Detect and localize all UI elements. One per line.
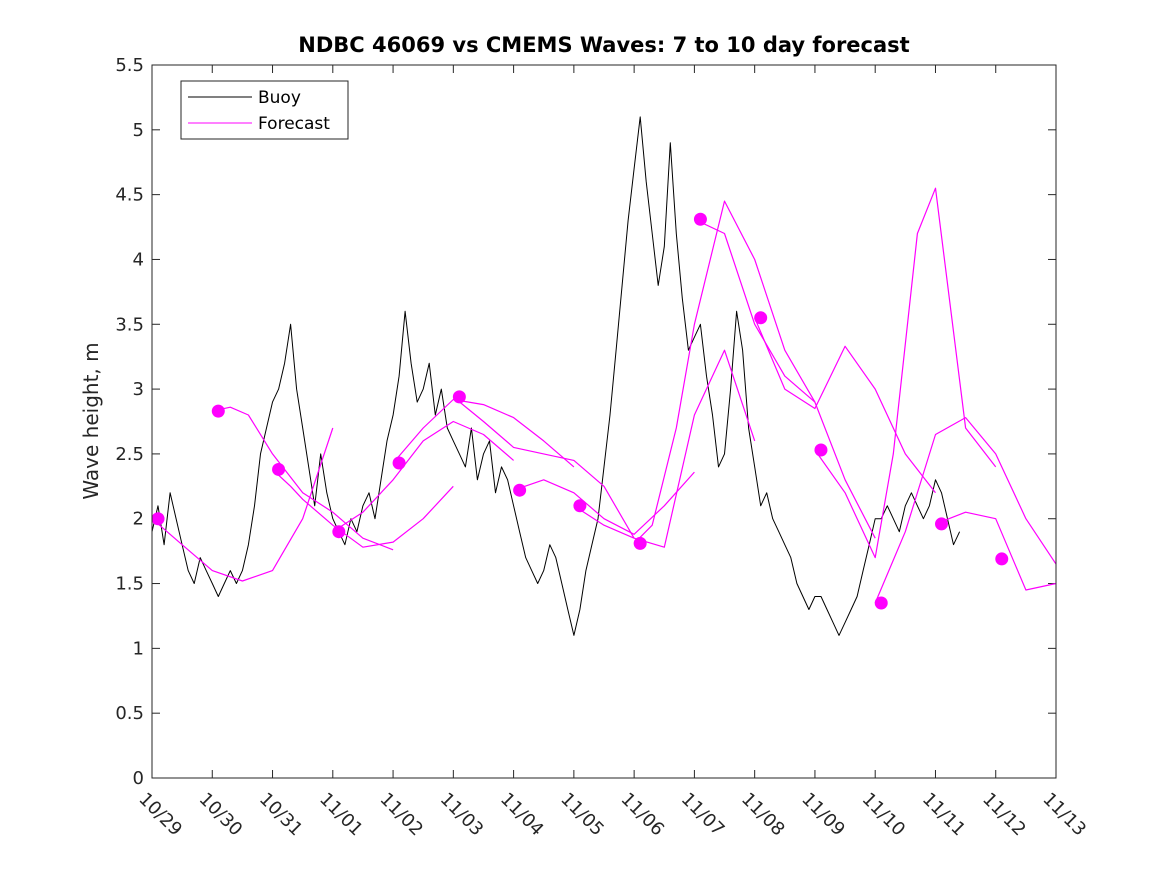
forecast-line bbox=[452, 396, 635, 539]
forecast-marker bbox=[392, 456, 406, 470]
legend: Buoy Forecast bbox=[180, 80, 349, 140]
forecast-line bbox=[694, 218, 876, 539]
forecast-markers bbox=[151, 212, 1009, 610]
forecast-line bbox=[814, 187, 997, 559]
forecast-marker bbox=[934, 517, 948, 531]
forecast-marker bbox=[272, 462, 286, 476]
y-tick-label: 4.5 bbox=[115, 185, 144, 206]
forecast-line bbox=[573, 349, 756, 548]
forecast-line bbox=[874, 417, 1057, 604]
forecast-line bbox=[633, 200, 816, 544]
forecast-marker bbox=[211, 404, 225, 418]
forecast-marker bbox=[151, 512, 165, 526]
y-tick-label: 0 bbox=[133, 768, 144, 789]
legend-forecast-label: Forecast bbox=[258, 114, 330, 134]
forecast-series bbox=[151, 187, 1057, 604]
forecast-marker bbox=[573, 499, 587, 513]
forecast-marker bbox=[452, 390, 466, 404]
y-tick-label: 4 bbox=[133, 249, 144, 270]
forecast-marker bbox=[332, 525, 346, 539]
forecast-marker bbox=[874, 596, 888, 610]
forecast-line bbox=[272, 469, 454, 548]
forecast-line bbox=[935, 511, 1057, 591]
y-tick-label: 2 bbox=[133, 509, 144, 530]
chart-title: NDBC 46069 vs CMEMS Waves: 7 to 10 day f… bbox=[298, 33, 909, 57]
forecast-marker bbox=[693, 212, 707, 226]
forecast-line bbox=[212, 406, 394, 551]
plot-frame bbox=[151, 64, 1057, 779]
forecast-marker bbox=[754, 311, 768, 325]
legend-box bbox=[180, 80, 349, 140]
y-axis-label: Wave height, m bbox=[79, 342, 103, 499]
forecast-line bbox=[392, 398, 575, 468]
y-tick-label: 0.5 bbox=[115, 703, 144, 724]
forecast-line bbox=[754, 317, 936, 494]
forecast-marker bbox=[814, 443, 828, 457]
y-tick-label: 2.5 bbox=[115, 444, 144, 465]
forecast-line bbox=[151, 427, 334, 582]
buoy-line bbox=[151, 116, 961, 636]
forecast-line bbox=[332, 420, 514, 533]
forecast-line bbox=[513, 471, 695, 535]
y-tick-label: 5.5 bbox=[115, 55, 144, 76]
y-axis: 0 0.5 1 1.5 2 2.5 3 3.5 4 4.5 5 5.5 bbox=[115, 55, 1056, 789]
y-tick-label: 5 bbox=[133, 120, 144, 141]
y-tick-label: 1 bbox=[133, 638, 144, 659]
buoy-series bbox=[151, 116, 961, 636]
y-tick-label: 3 bbox=[133, 379, 144, 400]
plot-area bbox=[152, 65, 1056, 778]
y-tick-label: 3.5 bbox=[115, 314, 144, 335]
y-tick-label: 1.5 bbox=[115, 574, 144, 595]
forecast-marker bbox=[633, 536, 647, 550]
forecast-marker bbox=[513, 483, 527, 497]
legend-buoy-label: Buoy bbox=[258, 88, 301, 108]
forecast-marker bbox=[995, 552, 1009, 566]
